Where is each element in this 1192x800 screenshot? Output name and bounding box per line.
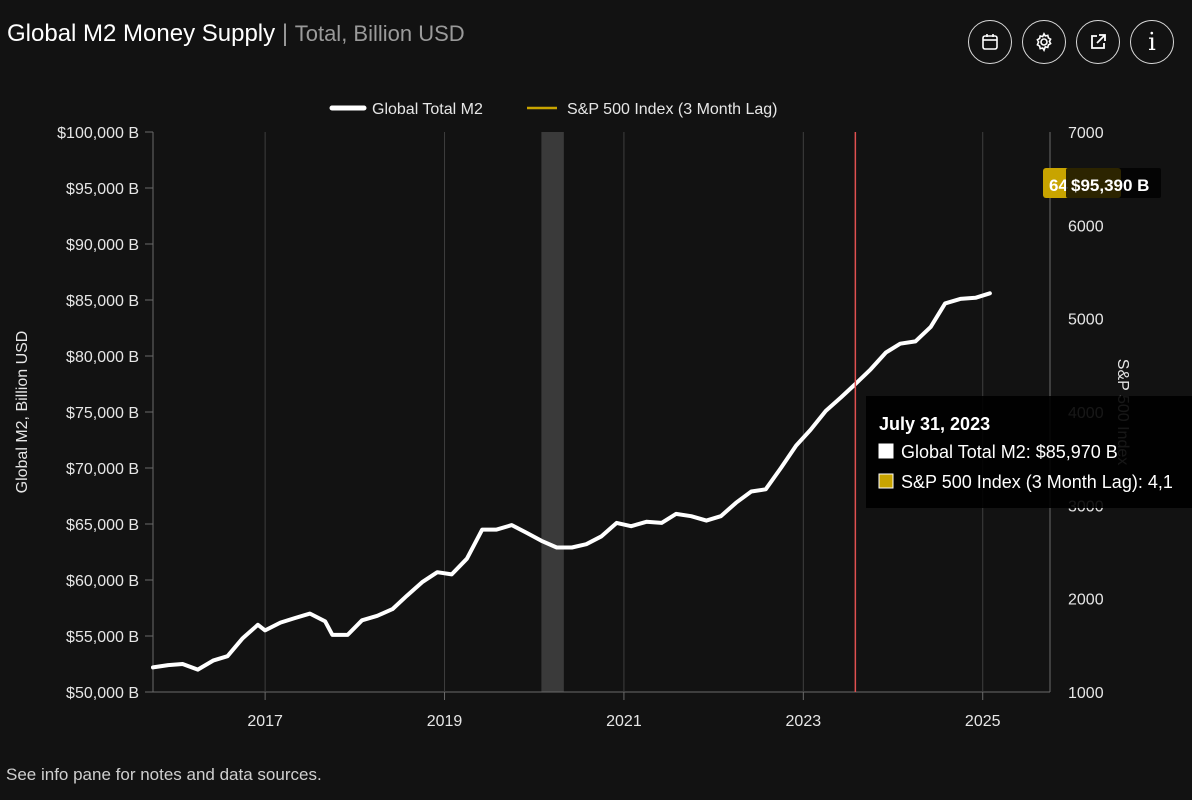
x-tick-label: 2025 [965, 713, 1001, 730]
y-tick-label: $55,000 B [66, 629, 139, 646]
info-icon: i [1148, 28, 1156, 56]
footer-note: See info pane for notes and data sources… [6, 765, 322, 784]
y2-tick-label: 7000 [1068, 125, 1104, 142]
end-label-sp500: 64 [1049, 176, 1068, 195]
tooltip-row: Global Total M2: $85,970 B [901, 442, 1118, 462]
page-subtitle: Total, Billion USD [294, 21, 465, 46]
gear-icon [1036, 32, 1052, 52]
y-tick-label: $75,000 B [66, 405, 139, 422]
calendar-button[interactable] [968, 20, 1012, 64]
tooltip-swatch [878, 443, 894, 459]
x-tick-label: 2019 [427, 713, 463, 730]
x-tick-label: 2021 [606, 713, 642, 730]
y2-tick-label: 5000 [1068, 312, 1104, 329]
x-tick-label: 2023 [786, 713, 822, 730]
y-tick-label: $70,000 B [66, 461, 139, 478]
y-tick-label: $95,000 B [66, 181, 139, 198]
tooltip-date: July 31, 2023 [879, 414, 990, 434]
y2-tick-label: 6000 [1068, 218, 1104, 235]
info-button[interactable]: i [1130, 20, 1174, 64]
recession-band [541, 132, 564, 692]
legend-label-sp500: S&P 500 Index (3 Month Lag) [567, 101, 778, 118]
title-separator: | [281, 20, 289, 47]
x-tick-label: 2017 [247, 713, 283, 730]
tooltip-row: S&P 500 Index (3 Month Lag): 4,1 [901, 472, 1173, 492]
y2-tick-label: 1000 [1068, 685, 1104, 702]
chart[interactable]: $50,000 B $55,000 B $60,000 B $65,000 B $70,… [0, 0, 1192, 760]
y-tick-label: $65,000 B [66, 517, 139, 534]
series-m2-line [151, 291, 992, 672]
chart-title: Global M2 Money Supply | Total, Billion … [7, 20, 465, 48]
tooltip-box [866, 396, 1192, 508]
y-tick-label: $80,000 B [66, 349, 139, 366]
legend-label-m2: Global Total M2 [372, 101, 483, 118]
open-external-button[interactable] [1076, 20, 1120, 64]
y-axis-title: Global M2, Billion USD [14, 331, 31, 494]
tooltip-swatch [878, 473, 894, 489]
end-label-m2-box [1066, 168, 1161, 198]
y-tick-label: $50,000 B [66, 685, 139, 702]
settings-button[interactable] [1022, 20, 1066, 64]
end-label-m2: $95,390 B [1071, 176, 1149, 195]
page-title: Global M2 Money Supply [7, 20, 276, 47]
chart-toolbar: i [968, 20, 1174, 64]
y-tick-label: $100,000 B [57, 125, 139, 142]
y-tick-label: $85,000 B [66, 293, 139, 310]
external-link-icon [1091, 34, 1106, 49]
y2-tick-label: 2000 [1068, 592, 1104, 609]
calendar-icon [982, 34, 998, 50]
y-tick-label: $60,000 B [66, 573, 139, 590]
y-tick-label: $90,000 B [66, 237, 139, 254]
